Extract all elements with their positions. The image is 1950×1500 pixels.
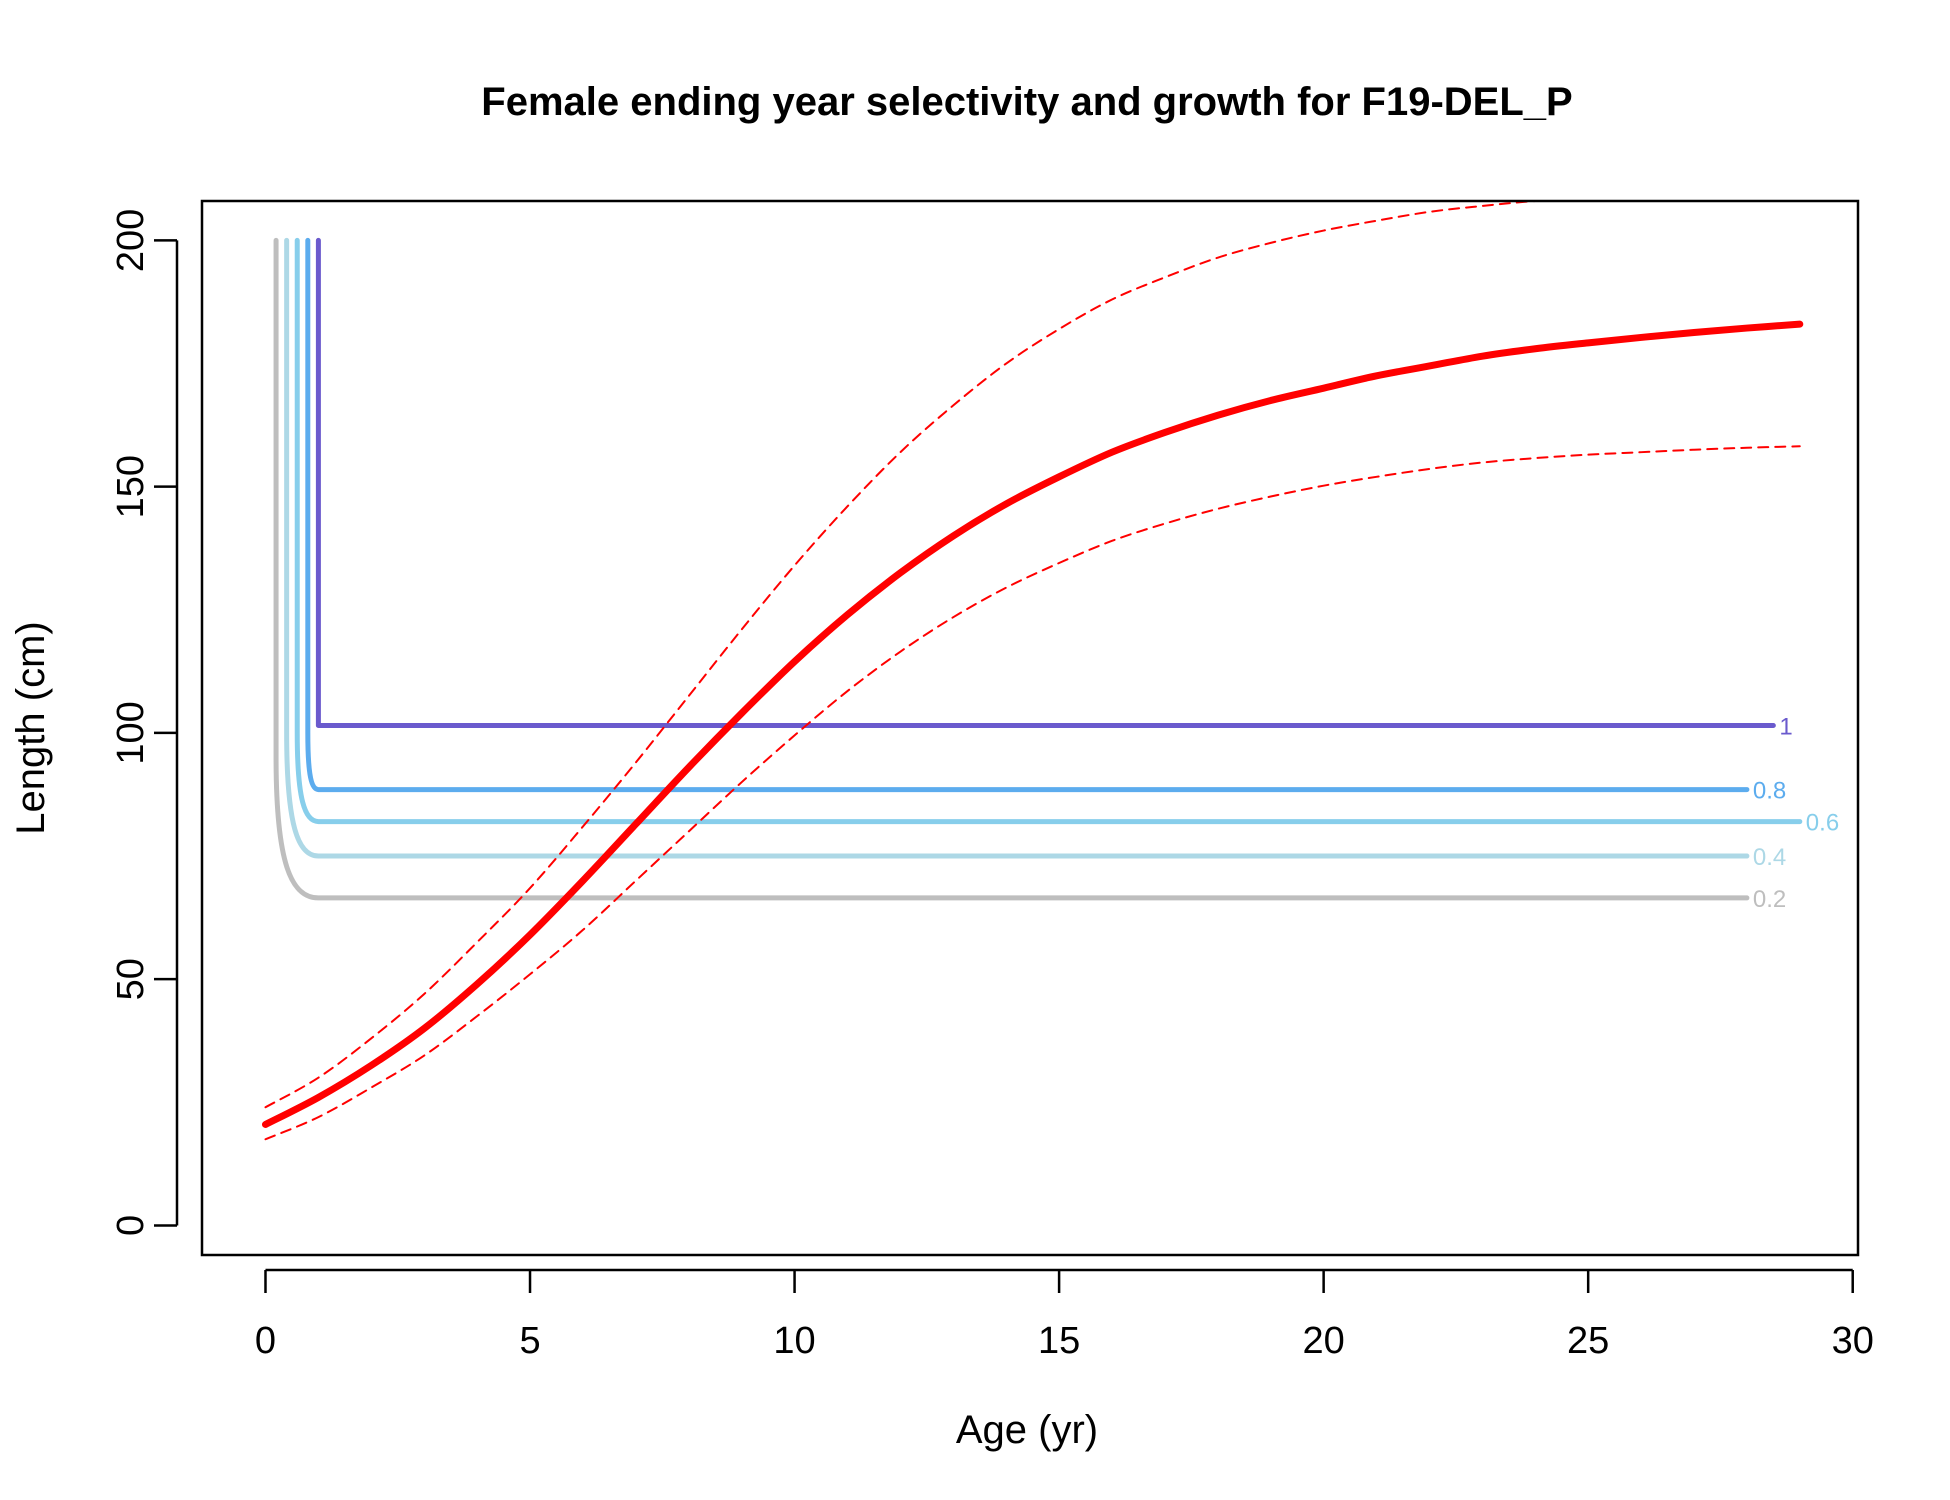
x-axis-label: Age (yr) — [956, 1408, 1098, 1452]
x-tick-label: 30 — [1832, 1320, 1874, 1362]
x-tick-label: 5 — [519, 1320, 540, 1362]
contour-label-1: 1 — [1779, 714, 1792, 741]
contour-label-0-6: 0.6 — [1806, 810, 1839, 837]
y-tick-label: 0 — [110, 1215, 152, 1236]
selectivity-contour-0-8 — [305, 237, 1750, 793]
growth-lower-ci-line — [264, 445, 1801, 1141]
contour-label-0-4: 0.4 — [1753, 844, 1786, 871]
x-tick-label: 0 — [255, 1320, 276, 1362]
x-tick-label: 15 — [1038, 1320, 1080, 1362]
y-axis: 0 50 100 150 200 — [110, 209, 179, 1236]
y-tick-label: 100 — [110, 701, 152, 764]
contour-label-0-2: 0.2 — [1753, 886, 1786, 913]
chart-title: Female ending year selectivity and growt… — [481, 80, 1572, 124]
y-axis-label: Length (cm) — [9, 621, 53, 834]
selectivity-contour-0-2 — [273, 237, 1750, 901]
x-tick-label: 20 — [1302, 1320, 1344, 1362]
contour-label-0-8: 0.8 — [1753, 778, 1786, 805]
selectivity-contour-0-6 — [294, 237, 1803, 825]
growth-mean-line — [261, 320, 1804, 1128]
x-tick-label: 25 — [1567, 1320, 1609, 1362]
plot-area: 0.2 0.4 0.6 0.8 1 — [261, 201, 1839, 1141]
plot-marks: 0.2 0.4 0.6 0.8 1 — [261, 201, 1839, 1141]
y-tick-label: 150 — [110, 455, 152, 518]
y-tick-label: 50 — [110, 958, 152, 1000]
selectivity-contour-0-4 — [284, 237, 1750, 859]
selectivity-contour-1 — [315, 237, 1776, 729]
y-tick-label: 200 — [110, 209, 152, 272]
plot-frame — [200, 199, 1860, 1257]
x-axis: 0 5 10 15 20 25 30 — [255, 1268, 1874, 1362]
x-tick-label: 10 — [773, 1320, 815, 1362]
